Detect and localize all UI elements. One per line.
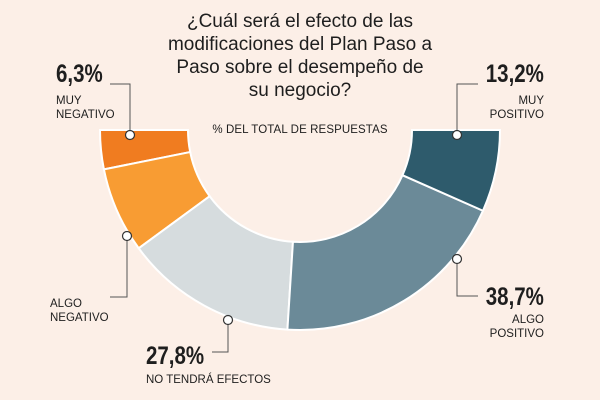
label-line: MUY bbox=[518, 95, 544, 107]
muy-negativo-value: 6,3% bbox=[56, 60, 103, 88]
leader-muy-negativo-dot bbox=[124, 129, 136, 141]
slice-muy-positivo bbox=[401, 129, 502, 213]
no-efectos-label: NO TENDRÁ EFECTOS bbox=[146, 374, 271, 386]
label-line: POSITIVO bbox=[489, 328, 544, 340]
title-line: ¿Cuál será el efecto de las bbox=[186, 11, 413, 32]
slice-algo-positivo bbox=[286, 173, 485, 331]
muy-negativo-label: MUY NEGATIVO bbox=[56, 94, 115, 122]
label-line: POSITIVO bbox=[489, 109, 544, 121]
leader-algo-negativo bbox=[110, 236, 128, 298]
chart-subtitle: % DEL TOTAL DE RESPUESTAS bbox=[212, 124, 388, 136]
algo-positivo-label: ALGO POSITIVO bbox=[490, 313, 544, 341]
algo-negativo-label: ALGO NEGATIVO bbox=[50, 297, 109, 325]
leader-muy-negativo bbox=[110, 83, 131, 135]
leader-no-efectos-dot bbox=[222, 314, 234, 326]
leader-muy-positivo bbox=[456, 83, 478, 135]
muy-positivo-value: 13,2% bbox=[485, 60, 544, 88]
muy-positivo-label: MUY POSITIVO bbox=[490, 94, 544, 122]
no-efectos-value: 27,8% bbox=[146, 342, 205, 370]
leader-algo-positivo bbox=[456, 259, 478, 297]
title-line: Paso sobre el desempeño de bbox=[176, 57, 424, 78]
title-line: modificaciones del Plan Paso a bbox=[167, 34, 433, 55]
label-line: NEGATIVO bbox=[56, 109, 115, 121]
leader-no-efectos bbox=[212, 320, 229, 353]
leader-algo-positivo-dot bbox=[451, 253, 463, 265]
label-line: ALGO bbox=[50, 298, 82, 310]
algo-positivo-value: 38,7% bbox=[485, 283, 544, 311]
label-line: MUY bbox=[56, 95, 82, 107]
chart-title: ¿Cuál será el efecto de las modificacion… bbox=[150, 10, 450, 102]
title-line: su negocio? bbox=[248, 80, 352, 101]
label-line: ALGO bbox=[512, 314, 544, 326]
leader-algo-negativo-dot bbox=[121, 230, 133, 242]
label-line: NEGATIVO bbox=[50, 312, 109, 324]
leader-muy-positivo-dot bbox=[451, 129, 463, 141]
